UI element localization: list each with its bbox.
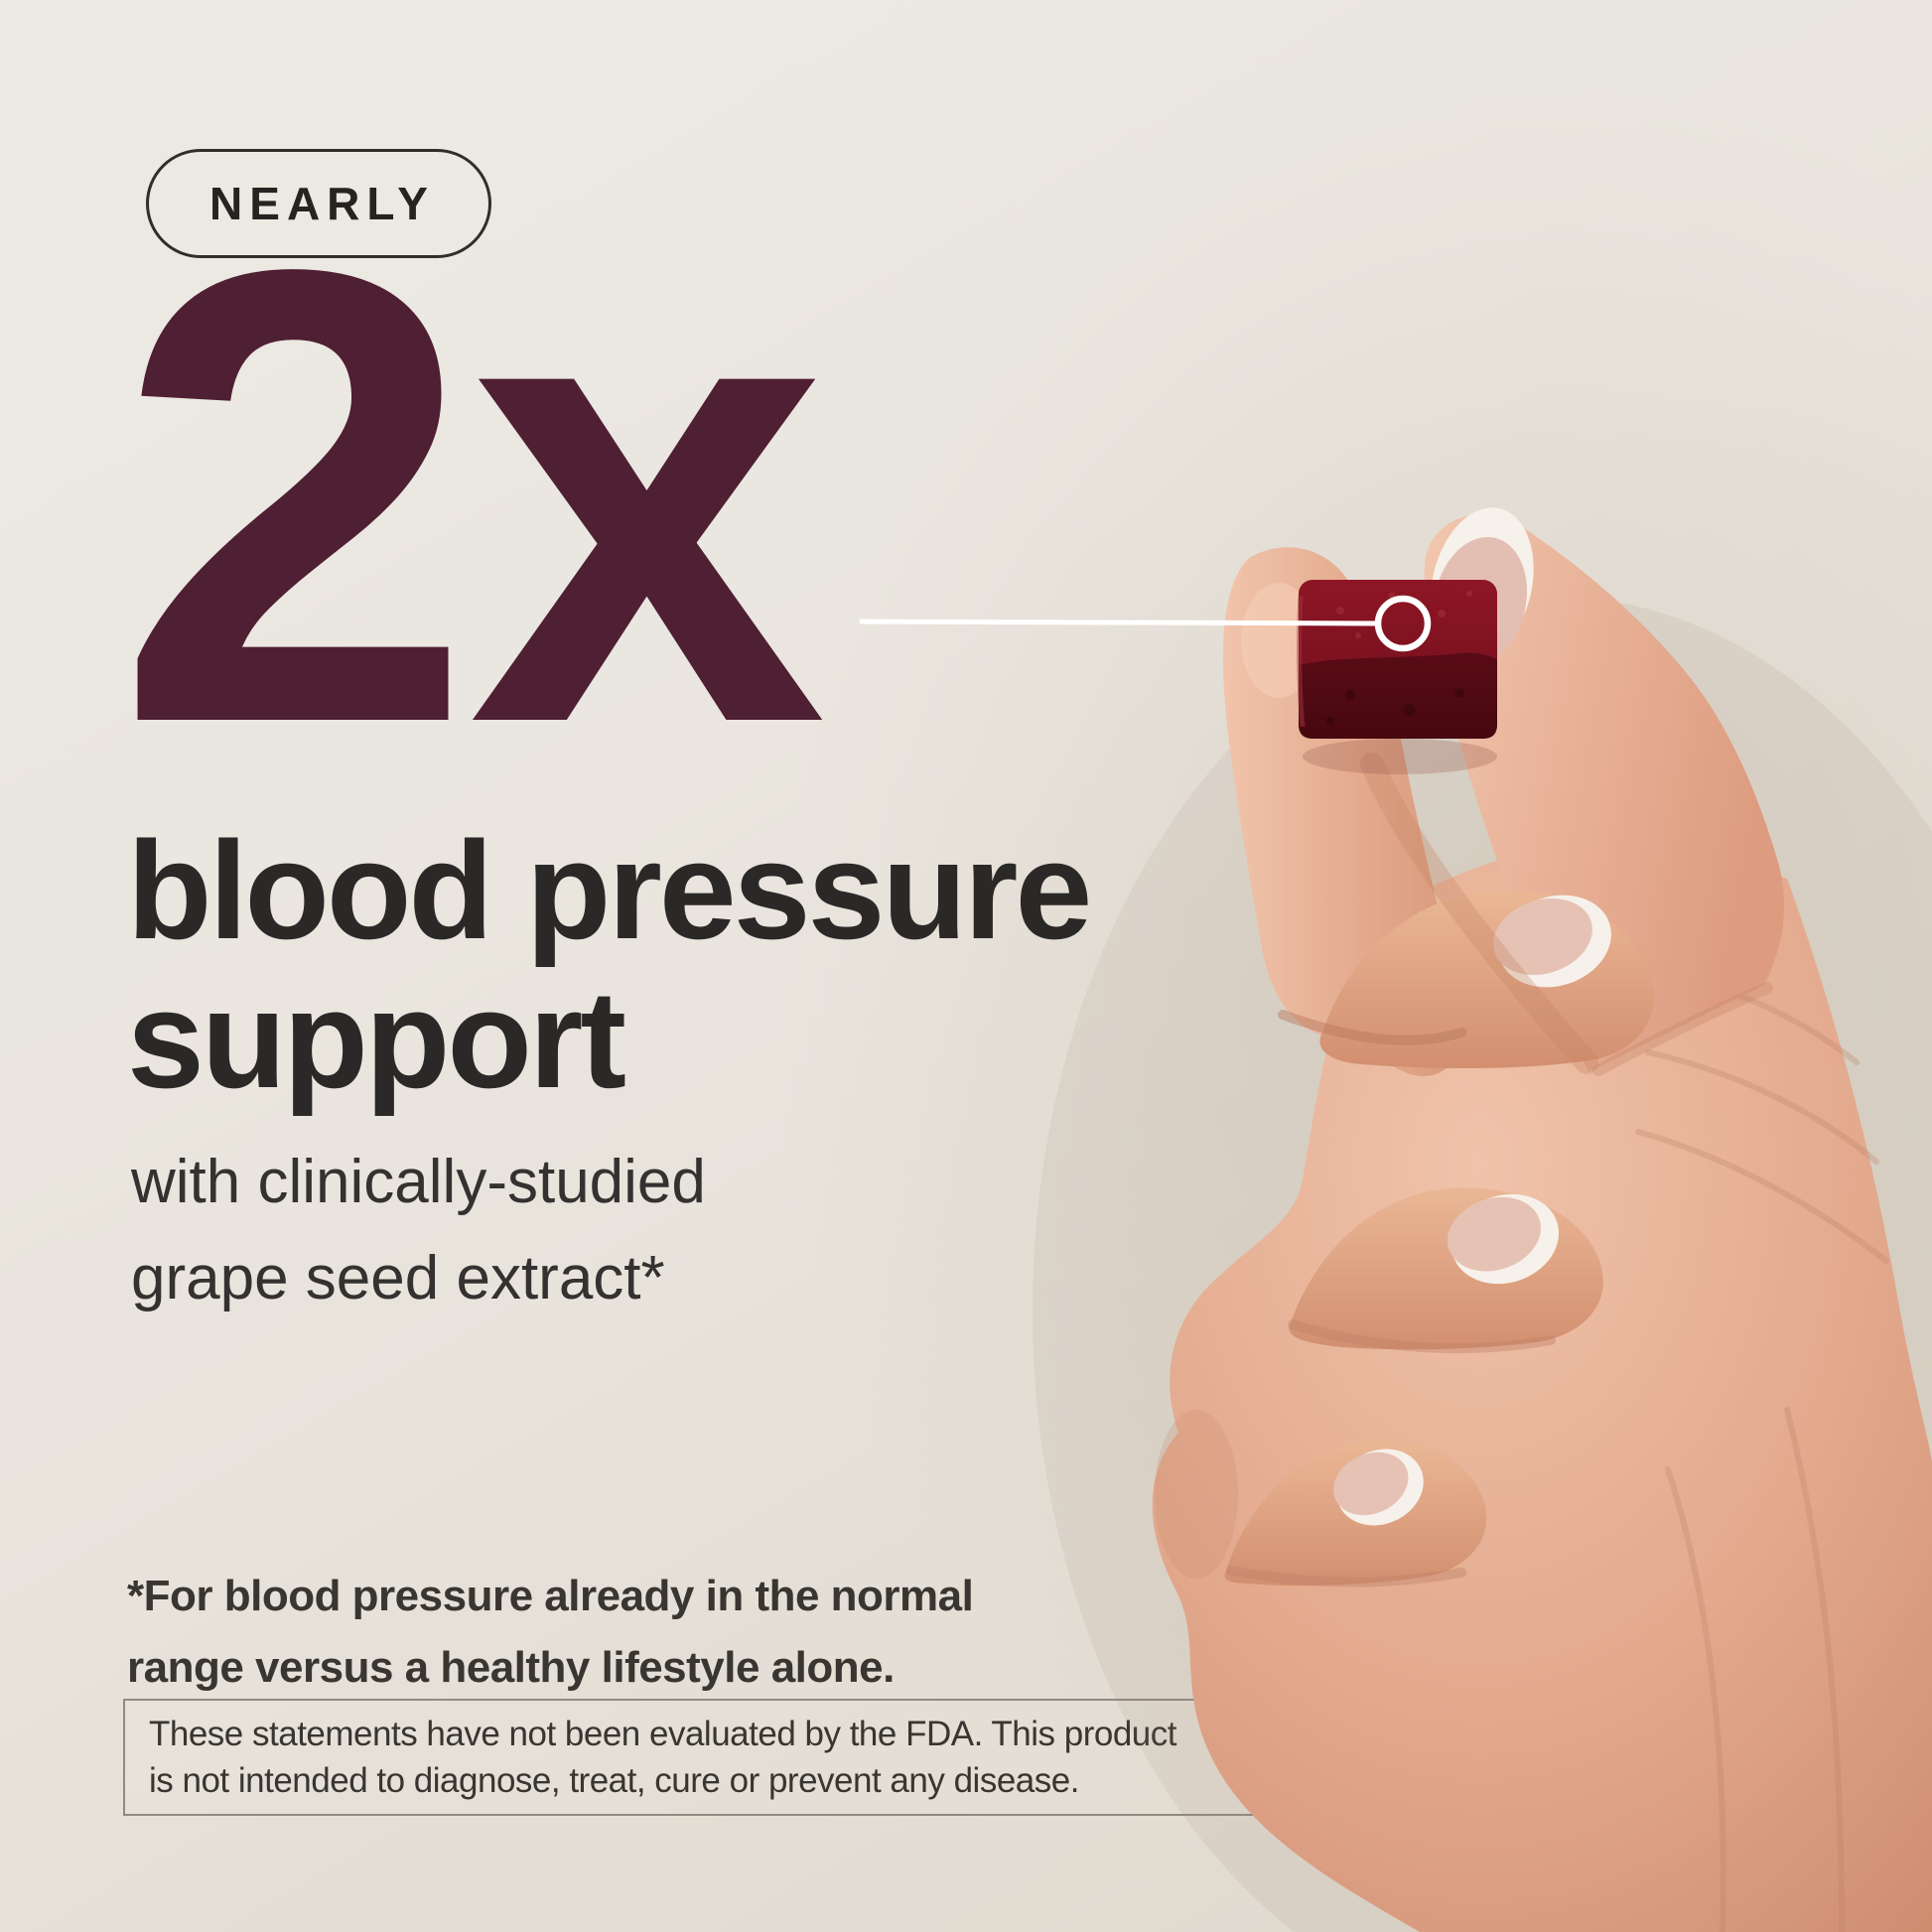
subheading: with clinically-studied grape seed extra… <box>131 1134 706 1326</box>
gummy-cube <box>1297 580 1497 739</box>
skin-wrinkles <box>1635 970 1889 1932</box>
nearly-badge-label: NEARLY <box>209 178 435 229</box>
pinky-finger-nail <box>1333 1449 1424 1526</box>
pinky-finger <box>1224 1440 1487 1587</box>
headline-line1: blood pressure <box>127 812 1092 968</box>
fda-disclaimer-line1: These statements have not been evaluated… <box>149 1715 1176 1753</box>
headline: blood pressure support <box>127 812 1092 1117</box>
middle-finger <box>1319 890 1655 1068</box>
palm <box>1152 835 1932 1932</box>
gummy-shadow <box>1303 739 1497 774</box>
fda-disclaimer-line2: is not intended to diagnose, treat, cure… <box>149 1761 1079 1800</box>
footnote-line1: *For blood pressure already in the norma… <box>127 1572 974 1620</box>
thumb-nail <box>1431 507 1534 667</box>
knuckle-shading <box>1155 1410 1238 1579</box>
fda-disclaimer-box: These statements have not been evaluated… <box>123 1699 1257 1816</box>
index-finger-highlight <box>1241 583 1316 698</box>
ring-finger <box>1289 1187 1603 1350</box>
footnote: *For blood pressure already in the norma… <box>127 1561 974 1704</box>
middle-finger-nail <box>1493 895 1611 988</box>
multiplier-text: 2x <box>115 136 827 857</box>
subheading-line2: grape seed extract* <box>131 1244 665 1312</box>
headline-line2: support <box>127 961 626 1117</box>
subheading-line1: with clinically-studied <box>131 1148 706 1216</box>
index-finger <box>1222 547 1461 1076</box>
thumb <box>1424 514 1784 1072</box>
ring-finger-nail <box>1447 1193 1560 1285</box>
finger-creases <box>1226 753 1773 1587</box>
footnote-line2: range versus a healthy lifestyle alone. <box>127 1643 895 1692</box>
nearly-badge: NEARLY <box>146 149 491 258</box>
callout-circle <box>1374 595 1432 652</box>
callout-line <box>859 619 1380 626</box>
